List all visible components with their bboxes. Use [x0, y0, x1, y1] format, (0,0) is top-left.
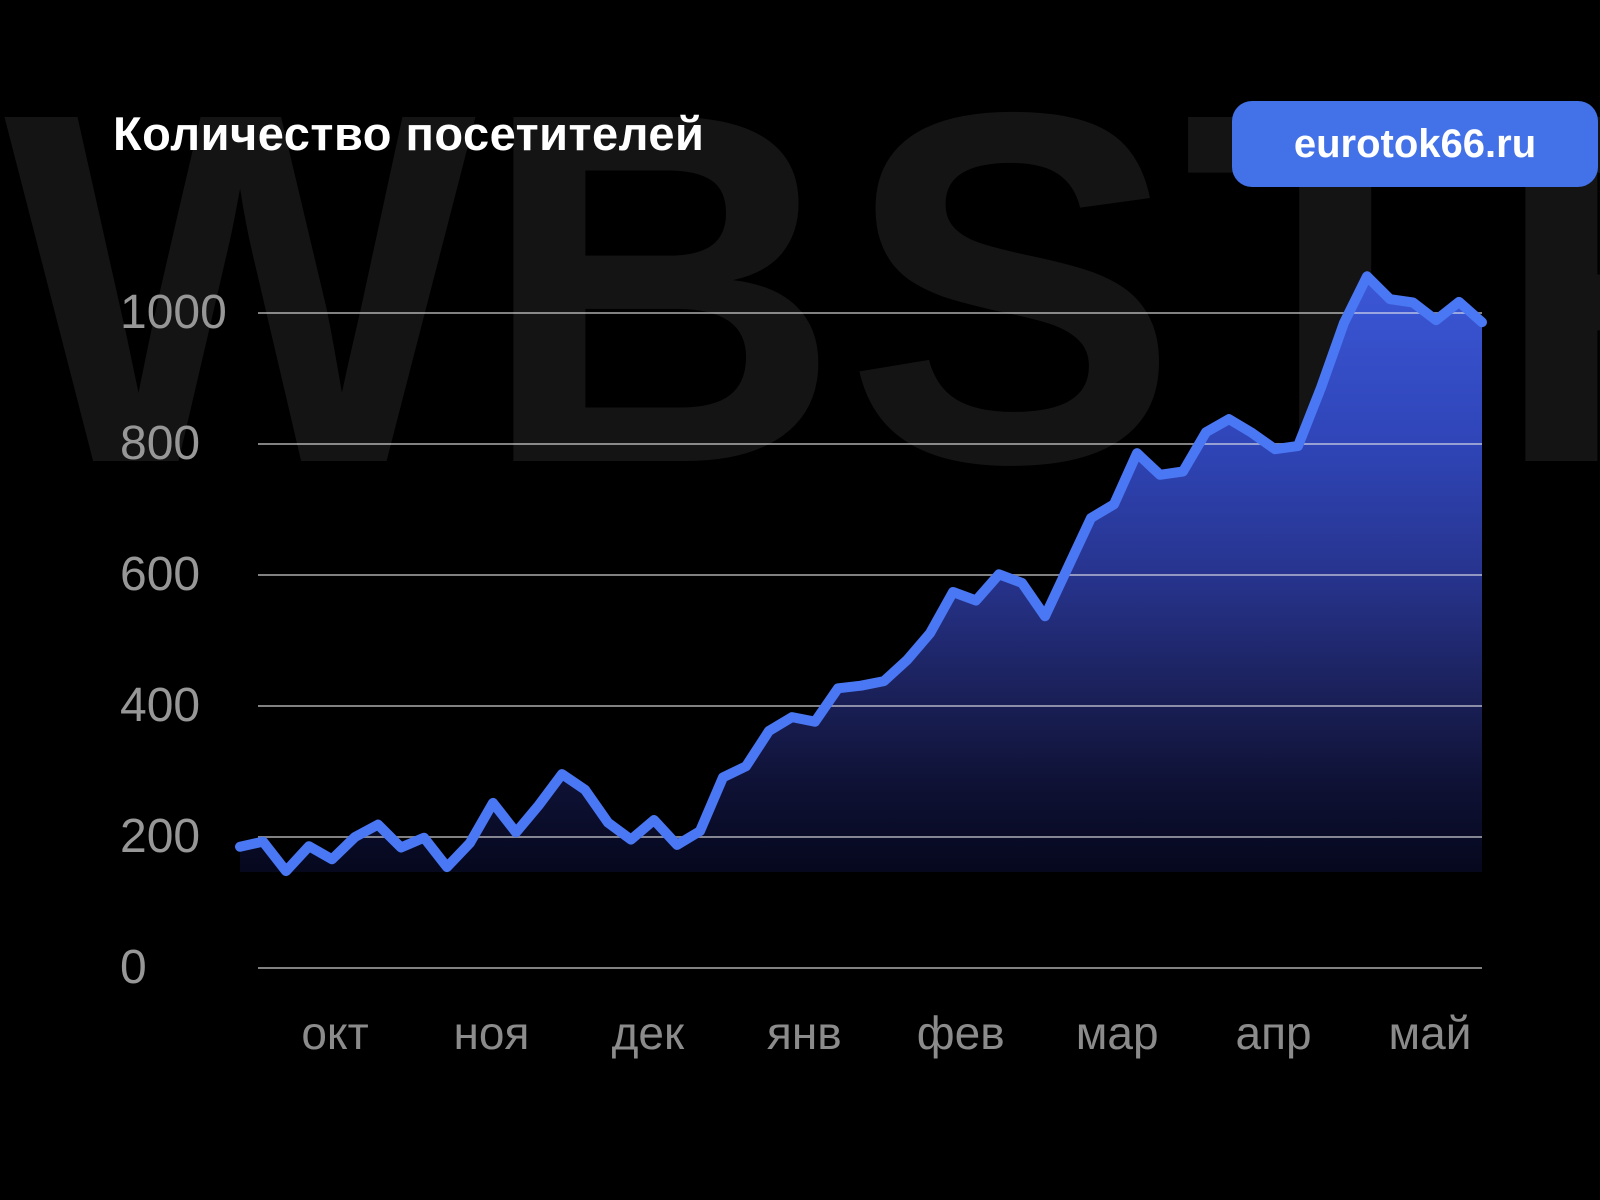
y-axis-tick-label: 200 — [120, 810, 201, 863]
y-axis-tick-label: 600 — [120, 548, 201, 601]
y-axis-tick-label: 800 — [120, 417, 201, 470]
x-axis-month-label: янв — [766, 1007, 842, 1059]
area-fill — [240, 276, 1482, 872]
x-axis-month-label: ноя — [453, 1007, 530, 1059]
y-axis-tick-label: 0 — [120, 941, 147, 994]
x-axis-month-label: мар — [1075, 1007, 1159, 1059]
x-axis-month-label: апр — [1235, 1007, 1312, 1059]
page-title: Количество посетителей — [113, 107, 705, 160]
site-badge[interactable]: eurotok66.ru — [1232, 101, 1598, 187]
y-axis-tick-label: 1000 — [120, 286, 227, 339]
y-axis-tick-label: 400 — [120, 679, 201, 732]
trend-line — [235, 271, 1487, 877]
x-axis-month-label: май — [1388, 1007, 1472, 1059]
x-axis-month-label: дек — [611, 1007, 685, 1059]
x-axis-month-label: окт — [301, 1007, 369, 1059]
x-axis-month-label: фев — [916, 1007, 1005, 1059]
